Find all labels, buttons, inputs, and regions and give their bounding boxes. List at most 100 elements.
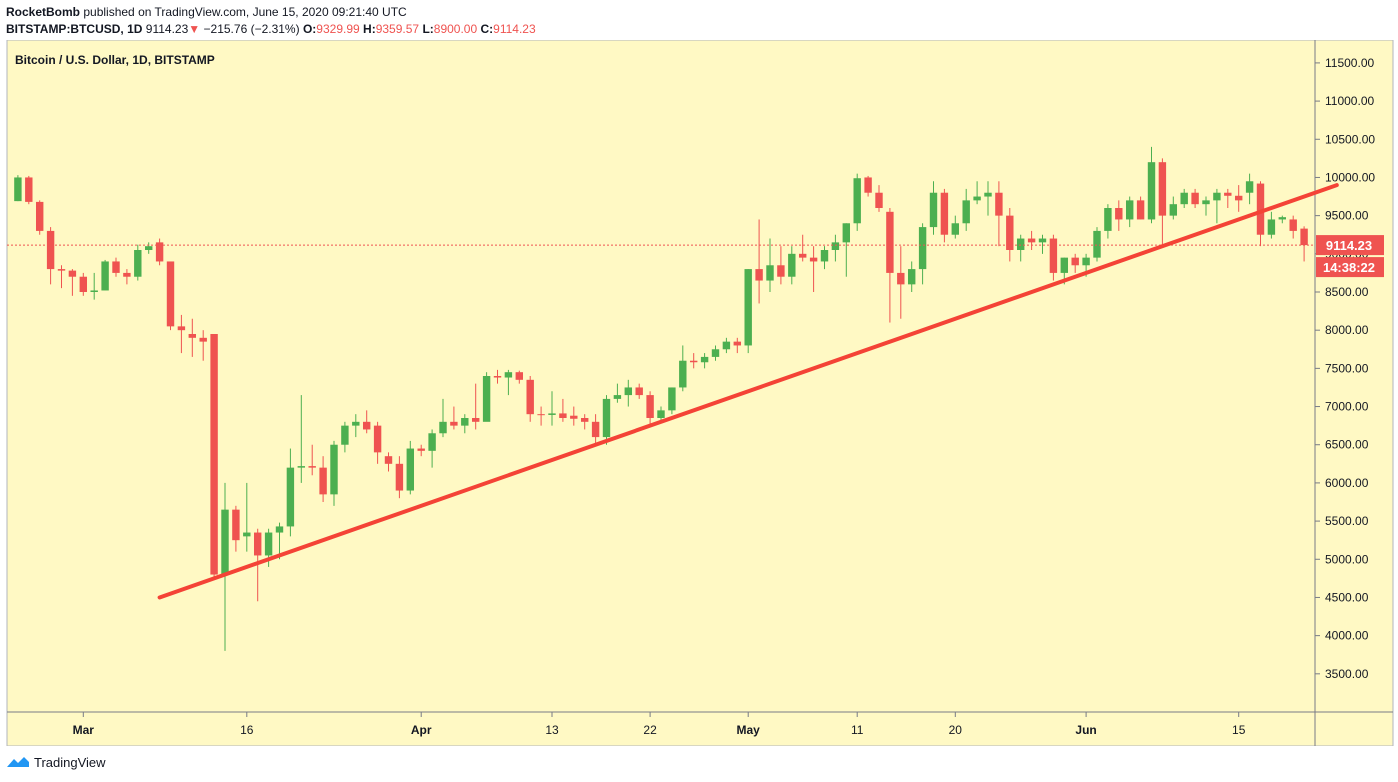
- candle-body: [25, 177, 33, 202]
- candle-body: [897, 272, 905, 285]
- candle-body: [526, 379, 534, 415]
- candle-body: [439, 421, 447, 434]
- candle-body: [1300, 228, 1308, 246]
- candle: [668, 387, 676, 415]
- candle-body: [809, 257, 818, 262]
- x-tick-label: 20: [949, 723, 963, 737]
- candle-body: [1234, 195, 1243, 201]
- candle: [1006, 208, 1014, 262]
- y-tick-label: 3500.00: [1325, 667, 1369, 681]
- candle: [199, 330, 207, 361]
- candle-body: [907, 269, 916, 285]
- candle: [853, 173, 861, 231]
- candle-body: [831, 242, 840, 250]
- candle: [897, 246, 905, 319]
- candle: [177, 314, 186, 354]
- candle-body: [537, 414, 545, 416]
- x-tick-label: 16: [240, 723, 254, 737]
- candle: [1245, 173, 1254, 205]
- candle: [112, 257, 120, 277]
- candle: [1071, 253, 1079, 273]
- candle-body: [1224, 192, 1232, 196]
- candle: [35, 200, 44, 235]
- candle-body: [1006, 215, 1014, 250]
- price-axis-area[interactable]: [1315, 40, 1393, 712]
- candle-body: [766, 265, 774, 281]
- last-price: 9114.23: [145, 22, 189, 36]
- candle: [493, 369, 502, 384]
- candle-body: [755, 269, 763, 281]
- candle: [243, 482, 251, 552]
- candle-body: [264, 532, 273, 556]
- candle: [482, 372, 491, 422]
- candle-body: [515, 372, 524, 380]
- candle: [79, 272, 88, 296]
- tradingview-brand[interactable]: TradingView: [34, 754, 106, 770]
- candle-body: [199, 337, 207, 342]
- candle: [101, 259, 109, 291]
- candle: [602, 395, 611, 445]
- candle: [221, 482, 229, 651]
- candle: [842, 223, 851, 277]
- candle-body: [362, 421, 371, 430]
- price-chart[interactable]: 3500.00 4000.00 4500.00 5000.00 5500.00 6000.…: [0, 40, 1398, 746]
- candle: [657, 406, 665, 422]
- open-label: O:: [302, 22, 317, 36]
- x-tick-label: Jun: [1075, 723, 1096, 737]
- candle: [1016, 234, 1025, 262]
- candle: [722, 337, 731, 354]
- x-tick-label: 13: [545, 723, 559, 737]
- candle-body: [79, 276, 88, 292]
- candle: [144, 242, 153, 254]
- candle: [559, 398, 567, 422]
- tradingview-logo-icon[interactable]: [6, 754, 30, 770]
- candle-body: [90, 290, 98, 292]
- candle-body: [1071, 257, 1079, 266]
- candle: [90, 272, 98, 300]
- candle: [155, 238, 164, 266]
- candle: [1278, 215, 1287, 224]
- y-tick-label: 8000.00: [1325, 323, 1369, 337]
- candle: [1104, 204, 1112, 239]
- footer: TradingView: [6, 754, 106, 770]
- trendline[interactable]: [157, 183, 1339, 600]
- candle-body: [101, 261, 109, 291]
- candle: [406, 440, 415, 495]
- x-tick-label: 15: [1232, 723, 1246, 737]
- candle: [875, 185, 883, 212]
- candle-body: [341, 425, 349, 445]
- candle-body: [940, 192, 949, 235]
- candle-body: [1060, 257, 1069, 273]
- candle-body: [144, 246, 153, 250]
- last-price-badge: 9114.23 14:38:22: [1316, 235, 1384, 278]
- candle: [341, 421, 349, 453]
- plot-area[interactable]: [7, 40, 1315, 712]
- candle: [984, 181, 992, 216]
- candle-body: [918, 227, 927, 270]
- time-axis-area[interactable]: [7, 712, 1393, 746]
- chart-title: Bitcoin / U.S. Dollar, 1D, BITSTAMP: [15, 53, 215, 67]
- candle-body: [68, 270, 77, 277]
- candle: [907, 261, 916, 292]
- candle: [1289, 215, 1297, 239]
- candle: [68, 269, 77, 296]
- candle: [798, 234, 807, 262]
- candle-body: [232, 509, 240, 541]
- publisher-name[interactable]: RocketBomb: [6, 5, 81, 19]
- candle-body: [559, 413, 567, 418]
- candle-body: [635, 387, 643, 396]
- candle-body: [1267, 219, 1276, 235]
- candle-body: [602, 398, 611, 438]
- candle: [1038, 234, 1047, 254]
- y-tick-label: 8500.00: [1325, 285, 1369, 299]
- candle-body: [112, 261, 120, 273]
- candle: [689, 353, 698, 369]
- close-label: C:: [480, 22, 494, 36]
- candle: [362, 410, 371, 434]
- candle: [352, 414, 360, 438]
- candle-body: [1027, 238, 1036, 243]
- candle-body: [243, 532, 251, 537]
- candle: [384, 452, 393, 472]
- time-axis: Mar 16 Apr 13 22 May 11 20 Jun 15: [73, 712, 1246, 737]
- countdown-badge-bg: [1316, 257, 1384, 278]
